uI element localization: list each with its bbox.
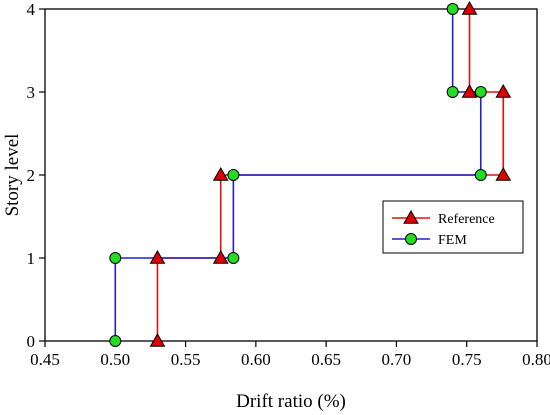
x-tick-label: 0.55: [171, 350, 201, 369]
x-tick-label: 0.65: [311, 350, 341, 369]
reference-point: [495, 83, 512, 98]
x-tick-label: 0.80: [522, 350, 550, 369]
legend-marker: [403, 209, 419, 224]
x-tick-label: 0.60: [241, 350, 271, 369]
legend-marker: [405, 233, 417, 245]
y-tick-label: 0: [27, 332, 36, 351]
legend: Reference FEM: [382, 200, 524, 254]
plot-elements: 0.45 0.50 0.55 0.60 0.65 0.70 0.75 0.80 0 1 2 3 4: [27, 0, 550, 369]
fem-point: [109, 252, 122, 264]
fem-point: [109, 335, 122, 347]
x-tick-label: 0.75: [452, 350, 482, 369]
x-axis-title: Drift ratio (%): [236, 391, 346, 412]
fem-point: [227, 169, 240, 181]
y-tick-label: 1: [27, 249, 36, 268]
fem-point: [474, 86, 487, 98]
y-tick-label: 4: [27, 0, 36, 19]
reference-point: [149, 249, 166, 264]
x-tick-label: 0.70: [382, 350, 412, 369]
y-tick-label: 2: [27, 166, 36, 185]
y-tick-label: 3: [27, 83, 36, 102]
fem-point: [474, 169, 487, 181]
x-tick-label: 0.45: [30, 350, 60, 369]
legend-box: [382, 200, 524, 254]
reference-point: [149, 332, 166, 347]
legend-label: Reference: [438, 212, 495, 227]
reference-point: [212, 166, 229, 181]
x-tick-label: 0.50: [100, 350, 130, 369]
fem-point: [446, 86, 459, 98]
fem-line: [114, 9, 482, 341]
reference-point: [461, 83, 478, 98]
y-axis-title: Story level: [2, 134, 23, 217]
reference-point: [495, 166, 512, 181]
fem-point: [446, 3, 459, 15]
reference-point: [212, 249, 229, 264]
fem-point: [227, 252, 240, 264]
legend-label: FEM: [438, 233, 467, 248]
reference-point: [461, 0, 478, 15]
